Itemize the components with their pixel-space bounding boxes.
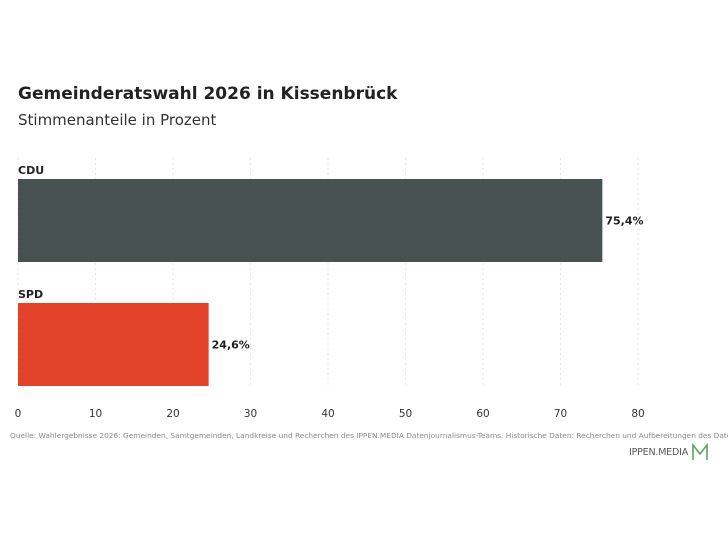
chart-title: Gemeinderatswahl 2026 in Kissenbrück [18,84,398,104]
publisher-logo: IPPEN.MEDIA [629,442,708,462]
x-tick-label: 0 [15,408,22,420]
chart-subtitle: Stimmenanteile in Prozent [18,111,217,129]
x-tick-label: 30 [244,408,257,420]
x-tick-label: 50 [399,408,412,420]
x-tick-label: 70 [554,408,567,420]
bar-cdu [18,179,603,262]
bar-spd [18,303,209,386]
x-tick-label: 60 [476,408,489,420]
x-tick-label: 40 [321,408,334,420]
data-label: 24,6% [212,339,250,352]
x-tick-label: 80 [631,408,644,420]
x-axis-ticks: 0 10 20 30 40 50 60 70 80 [15,408,645,420]
category-label: SPD [18,288,43,301]
data-label: 75,4% [605,215,643,228]
category-label: CDU [18,164,44,177]
bars: CDU 75,4% SPD 24,6% [18,164,644,386]
source-note: Quelle: Wahlergebnisse 2026: Gemeinden, … [10,431,728,440]
logo-text: IPPEN.MEDIA [629,446,689,458]
x-tick-label: 20 [166,408,179,420]
bar-chart: CDU 75,4% SPD 24,6% 0 10 20 30 40 50 60 70 80 [15,158,645,420]
x-tick-label: 10 [89,408,102,420]
ippen-m-icon [692,443,708,460]
